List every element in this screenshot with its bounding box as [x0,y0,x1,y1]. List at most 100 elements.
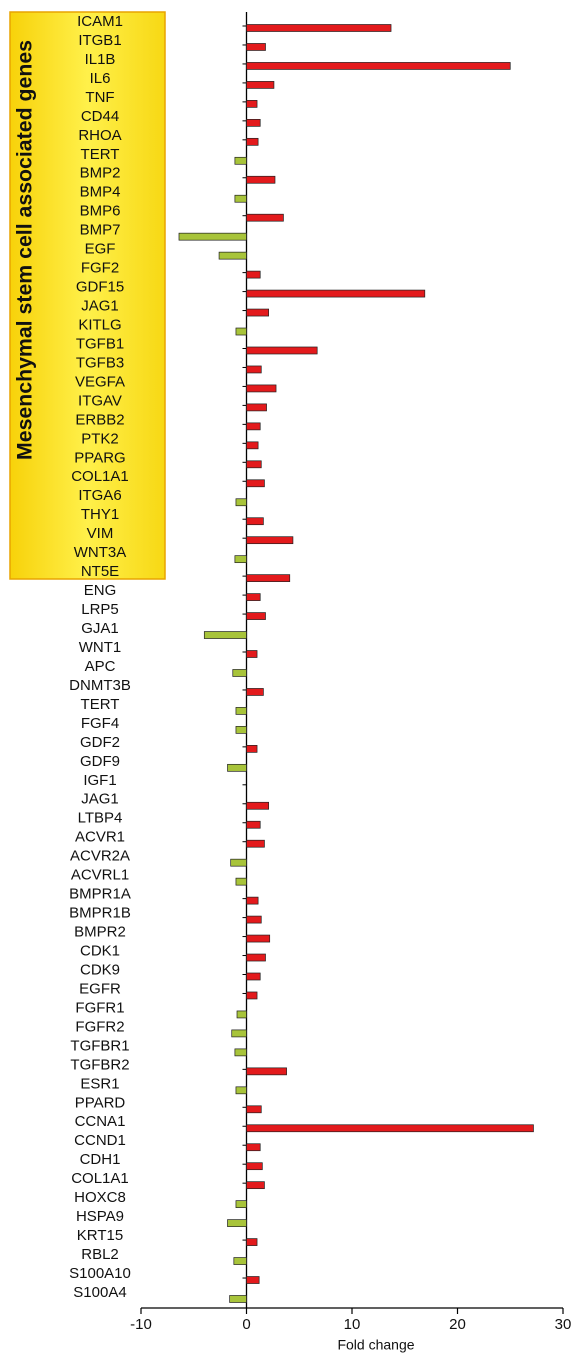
y-tick-label: IL6 [90,70,111,87]
bar [246,365,262,374]
bar [246,422,261,431]
y-tick-label: CDH1 [80,1151,121,1168]
y-tick-label: BMPR1B [69,905,131,922]
bar [246,1181,265,1190]
bar [246,100,258,108]
bar [235,327,247,336]
bar [218,251,247,260]
y-tick-label: RHOA [78,127,121,144]
y-tick-label: WNT1 [79,639,122,656]
y-tick-label: THY1 [81,506,119,523]
bar [246,270,261,279]
bar [246,289,426,298]
y-tick-label: HSPA9 [76,1208,124,1225]
bar [246,62,511,70]
bar [246,308,270,317]
highlight-box [9,11,166,580]
bar [246,574,291,582]
bar [246,137,259,146]
bar [234,156,247,165]
bar [246,593,261,601]
bar [246,1067,287,1076]
y-tick-label: HOXC8 [74,1189,126,1206]
bar [234,1048,247,1057]
bar [230,858,247,867]
y-tick-label: COL1A1 [71,1170,129,1187]
bar [246,1238,258,1246]
y-tick-label: TGFBR2 [70,1056,129,1073]
bar [227,763,247,772]
bar [246,1276,260,1284]
y-tick-label: WNT3A [74,544,127,561]
y-tick-label: BMPR2 [74,924,126,941]
bar [235,1200,247,1208]
y-tick-label: PPARG [74,449,125,466]
y-tick-label: CCNA1 [75,1113,126,1130]
y-tick-label: IL1B [85,51,116,68]
y-tick-label: FGF2 [81,260,119,277]
y-tick-label: GJA1 [81,620,119,637]
y-tick-label: FGFR1 [75,999,124,1016]
y-tick-label: PPARD [75,1094,126,1111]
y-tick-label: ITGAV [78,392,122,409]
y-tick-label: GDF15 [76,279,124,296]
y-tick-label: ACVR2A [70,848,130,865]
y-tick-label: LRP5 [81,601,119,618]
x-tick-label: 20 [449,1316,466,1333]
bar [246,1105,262,1114]
bar [246,953,266,962]
bar [227,1219,247,1227]
y-tick-label: S100A4 [73,1284,126,1301]
y-tick-label: LTBP4 [78,810,123,827]
y-tick-label: ESR1 [80,1075,119,1092]
y-tick-label: JAG1 [81,298,119,315]
bar [234,555,247,564]
y-tick-label: ICAM1 [77,13,123,30]
y-tick-label: GDF9 [80,753,120,770]
x-tick-label: 0 [242,1316,250,1333]
bar [246,839,265,848]
bar [246,896,259,905]
bar [235,498,247,507]
y-tick-label: TERT [81,696,120,713]
x-axis-label: Fold change [337,1337,414,1353]
y-tick-label: FGF4 [81,715,119,732]
bar [246,213,284,222]
bar [229,1295,247,1303]
y-tick-label: KITLG [78,316,121,333]
y-tick-label: ENG [84,582,117,599]
y-tick-label: BMP7 [80,222,121,239]
y-tick-label: RBL2 [81,1246,119,1263]
y-tick-label: ACVRL1 [71,867,129,884]
y-tick-label: IGF1 [83,772,116,789]
bar [235,877,247,886]
bar [246,972,261,981]
bar [246,612,266,620]
y-tick-label: BMP6 [80,203,121,220]
y-tick-label: GDF2 [80,734,120,751]
bar [246,650,258,658]
bar [246,479,265,488]
bar [178,232,247,241]
y-tick-label: TGFB3 [76,354,124,371]
y-tick-label: BMP4 [80,184,121,201]
bar [236,1010,247,1019]
y-tick-label: ITGB1 [78,32,121,49]
y-tick-label: BMP2 [80,165,121,182]
bar [203,631,247,639]
y-tick-label: DNMT3B [69,677,131,694]
y-tick-label: S100A10 [69,1265,131,1282]
y-tick-label: COL1A1 [71,468,129,485]
bar [246,1124,534,1133]
y-tick-label: CDK9 [80,961,120,978]
x-tick-label: -10 [130,1316,152,1333]
bar [246,801,270,810]
bar [246,915,262,924]
bar [246,43,266,51]
y-tick-label: KRT15 [77,1227,123,1244]
y-tick-label: CCND1 [74,1132,126,1149]
y-tick-label: CD44 [81,108,119,125]
y-tick-label: TGFB1 [76,335,124,352]
bar [231,1029,247,1038]
y-tick-label: ITGA6 [78,487,121,504]
